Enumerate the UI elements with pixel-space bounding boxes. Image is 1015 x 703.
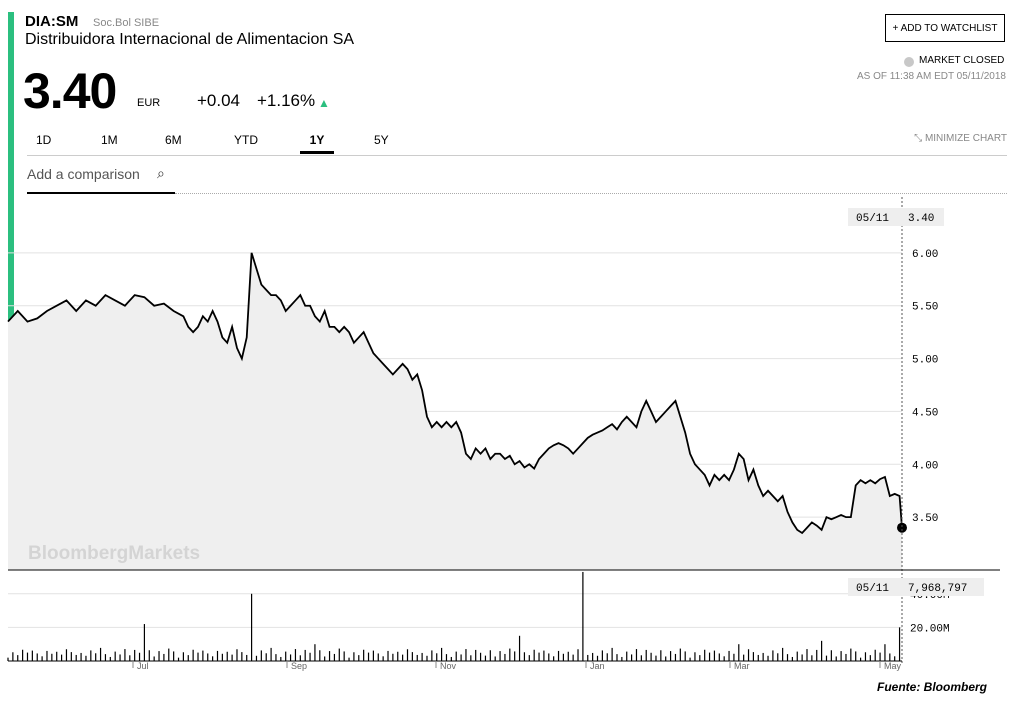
exchange-label: Soc.Bol SIBE xyxy=(93,17,160,29)
tab-1m[interactable]: 1M xyxy=(101,133,118,147)
y-tick-label: 5.50 xyxy=(912,302,938,314)
last-price: 3.40 xyxy=(23,63,117,119)
market-status-dot-icon xyxy=(904,57,914,67)
y-tick-label: 3.50 xyxy=(912,513,938,525)
price-readout-value: 3.40 xyxy=(908,213,934,225)
price-readout-box xyxy=(848,208,944,226)
collapse-arrows-icon: ⤡ xyxy=(914,133,925,144)
price-readout-date: 05/11 xyxy=(856,213,889,225)
volume-readout-value: 7,968,797 xyxy=(908,583,967,595)
watermark: BloombergMarkets xyxy=(28,543,200,564)
last-price-dot xyxy=(897,522,907,533)
volume-readout-date: 05/11 xyxy=(856,583,889,595)
source-credit: Fuente: Bloomberg xyxy=(877,680,987,694)
price-area xyxy=(8,252,902,570)
add-to-watchlist-button[interactable]: + ADD TO WATCHLIST xyxy=(885,14,1005,42)
as-of-timestamp: AS OF 11:38 AM EDT 05/11/2018 xyxy=(857,71,1006,82)
range-tabs: 1D 1M 6M YTD 1Y 5Y ⤡ MINIMIZE CHART xyxy=(27,128,1007,156)
price-line xyxy=(7,252,903,535)
market-status: MARKET CLOSED xyxy=(919,55,1005,66)
tab-ytd[interactable]: YTD xyxy=(234,133,258,147)
separator xyxy=(175,193,1007,194)
x-tick-label: May xyxy=(884,661,902,671)
volume-tick-label: 20.00M xyxy=(910,623,950,635)
search-icon: ⌕ xyxy=(157,165,165,181)
y-tick-label: 4.00 xyxy=(912,460,938,472)
x-tick-label: Jul xyxy=(137,661,149,671)
x-tick-label: Sep xyxy=(291,661,307,671)
y-tick-label: 4.50 xyxy=(912,407,938,419)
comparison-placeholder: Add a comparison xyxy=(27,166,140,182)
x-tick-label: Jan xyxy=(590,661,605,671)
tab-6m[interactable]: 6M xyxy=(165,133,182,147)
currency-label: EUR xyxy=(137,97,161,109)
tab-1y[interactable]: 1Y xyxy=(300,133,334,154)
minimize-chart-label: MINIMIZE CHART xyxy=(924,133,1007,144)
y-tick-label: 5.00 xyxy=(912,355,938,367)
volume-readout-box xyxy=(848,578,984,596)
up-arrow-icon: ▲ xyxy=(318,96,330,110)
x-tick-label: Mar xyxy=(734,661,750,671)
accent-bar xyxy=(8,12,14,330)
tab-1d[interactable]: 1D xyxy=(36,133,52,147)
minimize-chart-button[interactable]: ⤡ MINIMIZE CHART xyxy=(914,133,1007,144)
tab-5y[interactable]: 5Y xyxy=(374,133,389,147)
y-tick-label: 6.00 xyxy=(912,249,938,261)
x-tick-label: Nov xyxy=(440,661,457,671)
price-change: +0.04 xyxy=(197,91,241,110)
comparison-search[interactable]: Add a comparison ⌕ xyxy=(27,165,175,194)
ticker-symbol: DIA:SM xyxy=(25,13,79,30)
price-change-percent: +1.16% xyxy=(257,91,316,110)
company-name: Distribuidora Internacional de Alimentac… xyxy=(25,31,355,48)
